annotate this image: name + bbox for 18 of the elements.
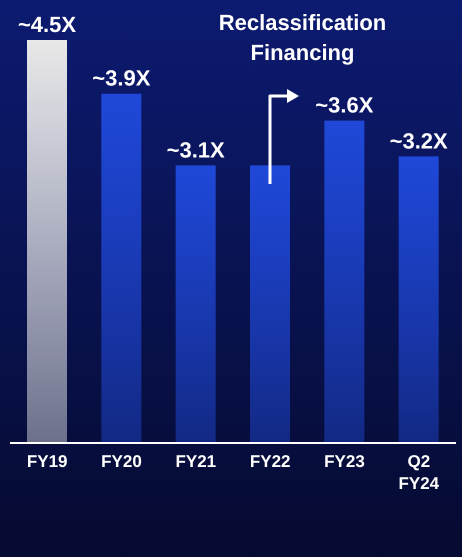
bar	[324, 120, 364, 443]
bar	[176, 165, 216, 443]
x-tick-label: FY23	[324, 452, 365, 471]
data-label: ~3.9X	[92, 66, 151, 91]
bar	[398, 156, 439, 443]
bar	[27, 40, 67, 443]
data-label: ~3.6X	[315, 92, 374, 118]
bar	[250, 165, 290, 443]
data-label: ~3.1X	[166, 137, 226, 162]
x-tick-label: Q2 FY24	[398, 452, 440, 493]
x-tick-label: FY22	[250, 452, 290, 471]
data-label: ~3.2X	[390, 128, 448, 154]
x-tick-label: FY19	[26, 452, 68, 471]
data-label: ~4.5X	[18, 12, 76, 37]
x-tick-label: FY21	[176, 452, 216, 471]
annotation: Reclassification Financing	[218, 9, 388, 67]
bar	[101, 94, 142, 443]
x-tick-label: FY20	[101, 452, 142, 471]
